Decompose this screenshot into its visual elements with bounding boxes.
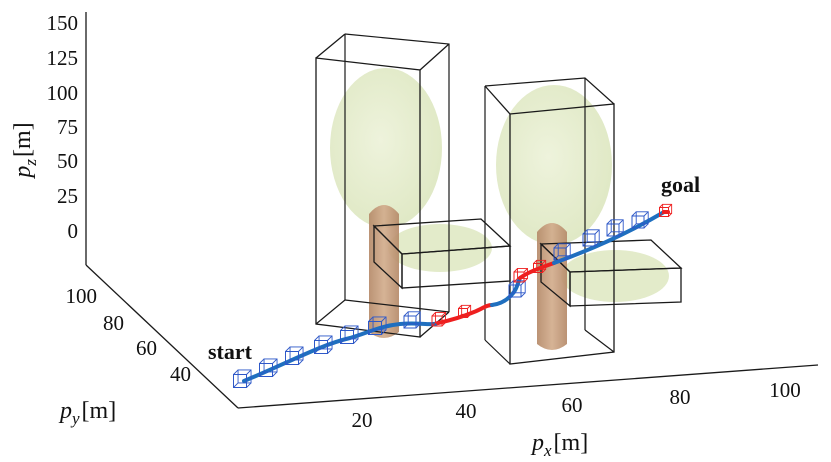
waypoint-box <box>403 311 421 329</box>
waypoint-box <box>631 211 649 229</box>
x-tick-labels: 20 40 60 80 100 <box>352 378 801 432</box>
waypoint-box <box>368 316 387 335</box>
waypoint-box <box>259 358 278 377</box>
waypoint-box <box>285 346 304 365</box>
z-tick-label: 0 <box>68 219 79 243</box>
goal-label: goal <box>661 172 700 197</box>
obstacle-box-1 <box>315 33 450 338</box>
z-tick-label: 50 <box>57 149 78 173</box>
y-tick-label: 100 <box>66 284 98 308</box>
x-tick-label: 20 <box>352 408 373 432</box>
x-tick-label: 80 <box>670 385 691 409</box>
z-axis-label: pz[m] <box>10 122 40 179</box>
tree-2-trunk <box>537 223 567 350</box>
z-tick-labels: 150 125 100 75 50 25 0 <box>47 11 79 243</box>
tree-1 <box>330 68 492 338</box>
waypoint-box <box>508 280 526 298</box>
x-tick-label: 60 <box>562 393 583 417</box>
y-tick-label: 60 <box>136 336 157 360</box>
z-tick-label: 75 <box>57 115 78 139</box>
obstacle-box-2 <box>484 77 615 365</box>
tree-2 <box>496 85 669 350</box>
start-label: start <box>208 339 253 364</box>
y-axis-line <box>85 264 239 409</box>
y-tick-label: 80 <box>103 311 124 335</box>
waypoint-box <box>314 335 333 354</box>
svg-text:pz[m]: pz[m] <box>10 122 40 179</box>
path-segment-unsafe <box>436 303 494 325</box>
waypoint-box <box>233 369 252 388</box>
tree-1-lower-canopy <box>388 224 492 272</box>
z-tick-label: 100 <box>47 81 79 105</box>
y-axis-label: py[m] <box>58 398 116 428</box>
waypoint-box <box>606 219 624 237</box>
y-tick-labels: 100 80 60 40 <box>66 284 192 386</box>
waypoint-box-collision <box>659 203 673 217</box>
x-tick-label: 100 <box>769 378 801 402</box>
x-axis-line <box>237 364 819 409</box>
trajectory <box>233 203 673 388</box>
waypoint-box-collision <box>458 304 472 318</box>
tree-2-lower-canopy <box>561 250 669 302</box>
tree-1-canopy <box>330 68 442 228</box>
path-segment-unsafe <box>518 261 556 280</box>
waypoint-box-collision <box>533 259 547 273</box>
z-tick-label: 125 <box>47 46 79 70</box>
axes <box>85 12 819 409</box>
path-segment-safe <box>242 321 440 383</box>
x-tick-label: 40 <box>456 399 477 423</box>
waypoint-box <box>340 325 359 344</box>
x-axis-label: px[m] <box>530 430 588 460</box>
waypoint-box-collision <box>431 312 446 327</box>
z-tick-label: 25 <box>57 184 78 208</box>
waypoint-box <box>553 243 571 261</box>
tree-2-canopy <box>496 85 612 245</box>
waypoint-box-collision <box>513 268 528 283</box>
y-tick-label: 40 <box>170 362 191 386</box>
waypoint-box <box>582 229 600 247</box>
z-tick-label: 150 <box>47 11 79 35</box>
